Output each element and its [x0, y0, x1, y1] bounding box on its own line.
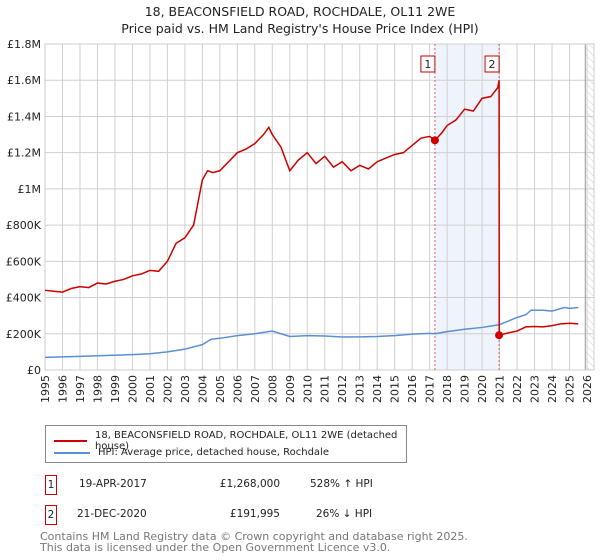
- annotation-label: 2: [489, 58, 496, 71]
- y-tick-label: £400K: [6, 292, 42, 305]
- x-tick-label: 2026: [581, 375, 594, 403]
- x-tick-label: 2024: [546, 375, 559, 403]
- x-tick-label: 1998: [91, 375, 104, 403]
- transaction-number: 1: [45, 475, 57, 495]
- x-tick-label: 2008: [266, 375, 279, 403]
- legend-swatch-red: [54, 440, 87, 442]
- x-tick-label: 2002: [161, 375, 174, 403]
- y-tick-label: £0: [27, 364, 41, 377]
- legend-label: HPI: Average price, detached house, Roch…: [98, 447, 329, 458]
- sale-marker: [430, 136, 439, 145]
- plot-border: [44, 43, 595, 371]
- sale-marker: [495, 331, 504, 340]
- legend: 18, BEACONSFIELD ROAD, ROCHDALE, OL11 2W…: [45, 425, 407, 463]
- footer: Contains HM Land Registry data © Crown c…: [40, 531, 468, 553]
- x-tick-label: 2010: [301, 375, 314, 403]
- y-tick-label: £1M: [18, 183, 42, 196]
- footer-line: Contains HM Land Registry data © Crown c…: [40, 530, 468, 543]
- chart-title: 18, BEACONSFIELD ROAD, ROCHDALE, OL11 2W…: [144, 4, 456, 19]
- x-tick-label: 1999: [109, 375, 122, 403]
- y-tick-label: £1.8M: [7, 38, 41, 51]
- x-tick-label: 2005: [214, 375, 227, 403]
- x-tick-label: 2015: [389, 375, 402, 403]
- transaction-hpi: 528% ↑ HPI: [310, 478, 373, 490]
- x-tick-label: 2016: [406, 375, 419, 403]
- legend-swatch-blue: [54, 451, 90, 454]
- hpi-line: [44, 306, 579, 359]
- x-tick-label: 2012: [336, 375, 349, 403]
- x-tick-label: 2025: [564, 375, 577, 403]
- transaction-number: 2: [45, 505, 57, 525]
- x-tick-label: 2007: [249, 375, 262, 403]
- legend-label: 18, BEACONSFIELD ROAD, ROCHDALE, OL11 2W…: [94, 430, 398, 452]
- x-tick-label: 2009: [284, 375, 297, 403]
- x-tick-label: 2004: [196, 375, 209, 403]
- property-price-line: [44, 80, 579, 337]
- y-tick-label: £1.2M: [7, 147, 41, 160]
- y-tick-label: £800K: [6, 219, 42, 232]
- x-tick-label: 2000: [126, 375, 139, 403]
- x-tick-label: 1995: [39, 375, 52, 403]
- annotation-box: [484, 55, 500, 73]
- price-chart: 1995 1996 1997 1998 1999 2000 2001 2002 2003 2004…: [6, 38, 595, 403]
- x-tick-label: 2019: [459, 375, 472, 403]
- footer-line: This data is licensed under the Open Gov…: [40, 541, 391, 554]
- transaction-price: £1,268,000: [219, 478, 280, 490]
- chart-subtitle: Price paid vs. HM Land Registry's House …: [121, 21, 479, 36]
- x-tick-label: 2022: [511, 375, 524, 403]
- transaction-row: 2 21-DEC-2020 £191,995 26% ↓ HPI: [45, 505, 465, 525]
- y-tick-label: £1.6M: [7, 74, 41, 87]
- x-tick-label: 2003: [179, 375, 192, 403]
- x-tick-label: 2006: [231, 375, 244, 403]
- x-tick-label: 2011: [319, 375, 332, 403]
- x-tick-label: 2020: [476, 375, 489, 403]
- x-tick-label: 2021: [494, 375, 507, 403]
- legend-item-hpi: HPI: Average price, detached house, Roch…: [54, 447, 329, 458]
- annotation-label: 1: [424, 58, 431, 71]
- x-tick-label: 2014: [371, 375, 384, 403]
- x-tick-label: 2017: [424, 375, 437, 403]
- x-tick-label: 2013: [354, 375, 367, 403]
- transaction-date: 21-DEC-2020: [77, 508, 147, 520]
- transaction-price: £191,995: [229, 508, 280, 520]
- annotation-box: [420, 55, 436, 73]
- y-tick-label: £1.4M: [7, 110, 41, 123]
- x-tick-label: 2018: [441, 375, 454, 403]
- x-tick-label: 1996: [56, 375, 69, 403]
- shaded-period: [434, 44, 500, 370]
- y-tick-label: £200K: [6, 328, 42, 341]
- transaction-row: 1 19-APR-2017 £1,268,000 528% ↑ HPI: [45, 475, 465, 495]
- transaction-hpi: 26% ↓ HPI: [316, 508, 373, 520]
- future-hatch: [585, 44, 594, 370]
- legend-item-property: 18, BEACONSFIELD ROAD, ROCHDALE, OL11 2W…: [54, 430, 406, 452]
- y-tick-label: £600K: [6, 255, 42, 268]
- transaction-date: 19-APR-2017: [79, 478, 147, 490]
- x-tick-label: 2023: [529, 375, 542, 403]
- x-tick-label: 2001: [144, 375, 157, 403]
- x-tick-label: 1997: [74, 375, 87, 403]
